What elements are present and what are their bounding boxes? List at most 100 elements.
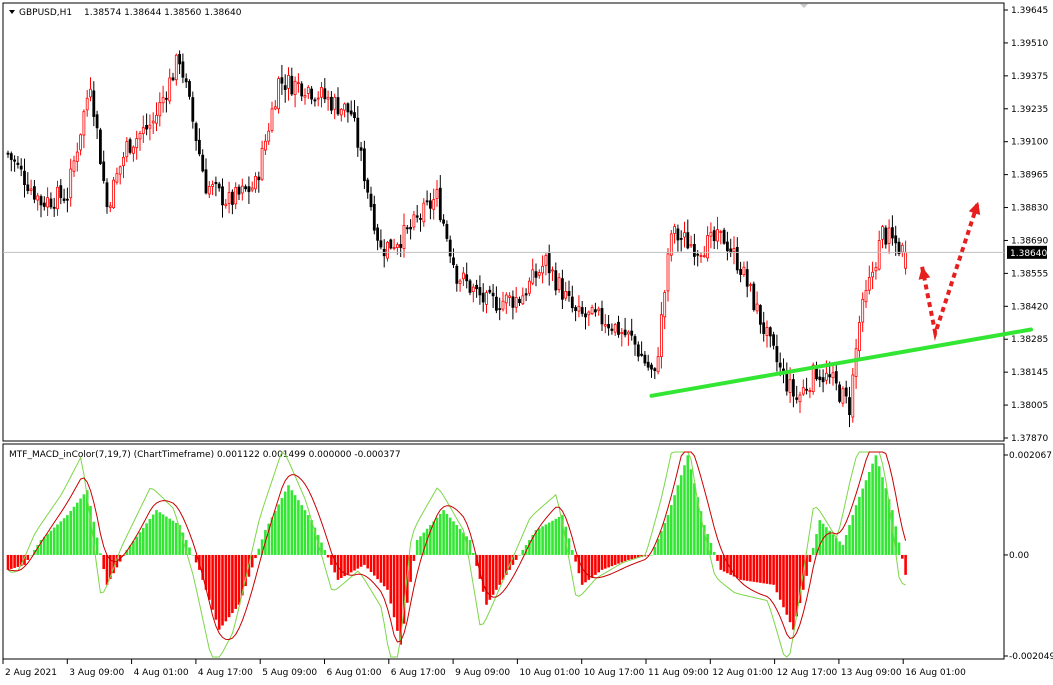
histogram-bar-positive: [518, 554, 521, 556]
candle-body: [349, 110, 353, 115]
histogram-bar-negative: [745, 554, 749, 581]
candle-body: [679, 238, 683, 240]
current-price-label: 1.38640: [1010, 249, 1047, 259]
candle: [164, 91, 168, 113]
candle-body: [320, 87, 323, 98]
candle-body: [851, 374, 855, 418]
histogram-bar-negative: [590, 554, 594, 578]
histogram-bar-negative: [623, 554, 627, 562]
candle-body: [798, 394, 802, 403]
candle-body: [33, 186, 36, 200]
candle: [138, 130, 142, 151]
candle-body: [643, 354, 647, 364]
triangle-down-icon[interactable]: [9, 10, 15, 14]
candle-body: [491, 292, 495, 297]
candle-body: [36, 195, 40, 201]
candle-body: [131, 146, 135, 154]
candle-body: [594, 309, 597, 313]
price-tick-label: 1.38830: [1011, 204, 1048, 214]
time-tick-label: 6 Aug 17:00: [391, 668, 446, 678]
candle-body: [405, 227, 409, 230]
histogram-bar-negative: [759, 554, 762, 583]
price-panel-frame: [2, 2, 1005, 442]
candle: [323, 78, 327, 104]
candle: [263, 134, 267, 155]
candle-body: [158, 102, 162, 117]
candle-body: [854, 348, 858, 377]
candle-body: [828, 374, 832, 378]
candle: [310, 86, 314, 105]
candle-body: [749, 284, 752, 286]
histogram-bar-positive: [462, 532, 465, 555]
candle: [627, 330, 630, 346]
candle: [415, 205, 419, 223]
candle-body: [56, 186, 59, 210]
candle: [772, 331, 775, 350]
histogram-bar-positive: [531, 535, 534, 555]
histogram-bar-negative: [620, 554, 624, 563]
candle-body: [359, 147, 363, 151]
histogram-bar-positive: [670, 505, 673, 555]
candle-body: [465, 274, 469, 282]
histogram-bar-positive: [874, 455, 878, 555]
candle-body: [356, 117, 360, 148]
candle: [13, 155, 17, 172]
candle-body: [838, 384, 841, 402]
candle: [768, 326, 772, 348]
histogram-bar-negative: [475, 554, 478, 566]
histogram-bar-positive: [260, 539, 264, 555]
candle-body: [755, 303, 759, 312]
candle: [732, 236, 736, 265]
candle-body: [689, 244, 693, 247]
histogram-bar-negative: [204, 554, 208, 590]
indicator-panel-frame: [2, 443, 1005, 660]
candle: [75, 142, 79, 172]
candle: [108, 201, 112, 213]
candle: [537, 269, 541, 279]
candle: [848, 386, 851, 428]
candle-body: [818, 376, 822, 381]
histogram-bar-positive: [666, 515, 670, 555]
histogram-bar-negative: [340, 554, 343, 578]
histogram-bar-positive: [69, 510, 72, 555]
candle-body: [346, 103, 350, 113]
candle-body: [240, 185, 244, 194]
candle-body: [191, 97, 195, 122]
histogram-bar-positive: [175, 522, 178, 555]
signal-line: [7, 451, 907, 643]
candle-body: [864, 290, 868, 303]
candle-body: [478, 287, 482, 296]
candle-body: [511, 296, 515, 308]
histogram-bar-negative: [792, 554, 795, 630]
time-tick-label: 12 Aug 17:00: [777, 668, 838, 678]
candle: [250, 181, 254, 193]
candle-body: [257, 176, 261, 181]
histogram-bar-positive: [135, 536, 138, 555]
histogram-bar-positive: [181, 532, 185, 555]
candle: [49, 192, 53, 210]
candle-body: [207, 186, 211, 195]
histogram-bar-negative: [729, 554, 732, 575]
candle: [178, 50, 182, 75]
candle-body: [564, 291, 568, 299]
candle-body: [326, 96, 330, 100]
histogram-bar-positive: [554, 518, 558, 555]
candle-body: [438, 187, 442, 221]
candle-body: [455, 265, 459, 284]
histogram-bar-positive: [844, 535, 848, 555]
candle-body: [296, 82, 300, 85]
histogram-bar-negative: [211, 554, 214, 610]
candle-body: [610, 328, 614, 331]
candle: [356, 106, 360, 157]
histogram-bar-negative: [778, 554, 782, 600]
histogram-bar-positive: [158, 512, 162, 555]
candle-body: [778, 362, 782, 368]
histogram-bar-positive: [650, 554, 653, 556]
histogram-bar-negative: [498, 554, 501, 585]
candle: [722, 227, 726, 245]
chart-shift-marker-icon[interactable]: [800, 4, 808, 8]
candle-body: [227, 192, 231, 204]
price-tick-label: 1.39100: [1011, 138, 1048, 148]
histogram-bar-positive: [138, 532, 142, 555]
histogram-bar-positive: [310, 520, 313, 555]
